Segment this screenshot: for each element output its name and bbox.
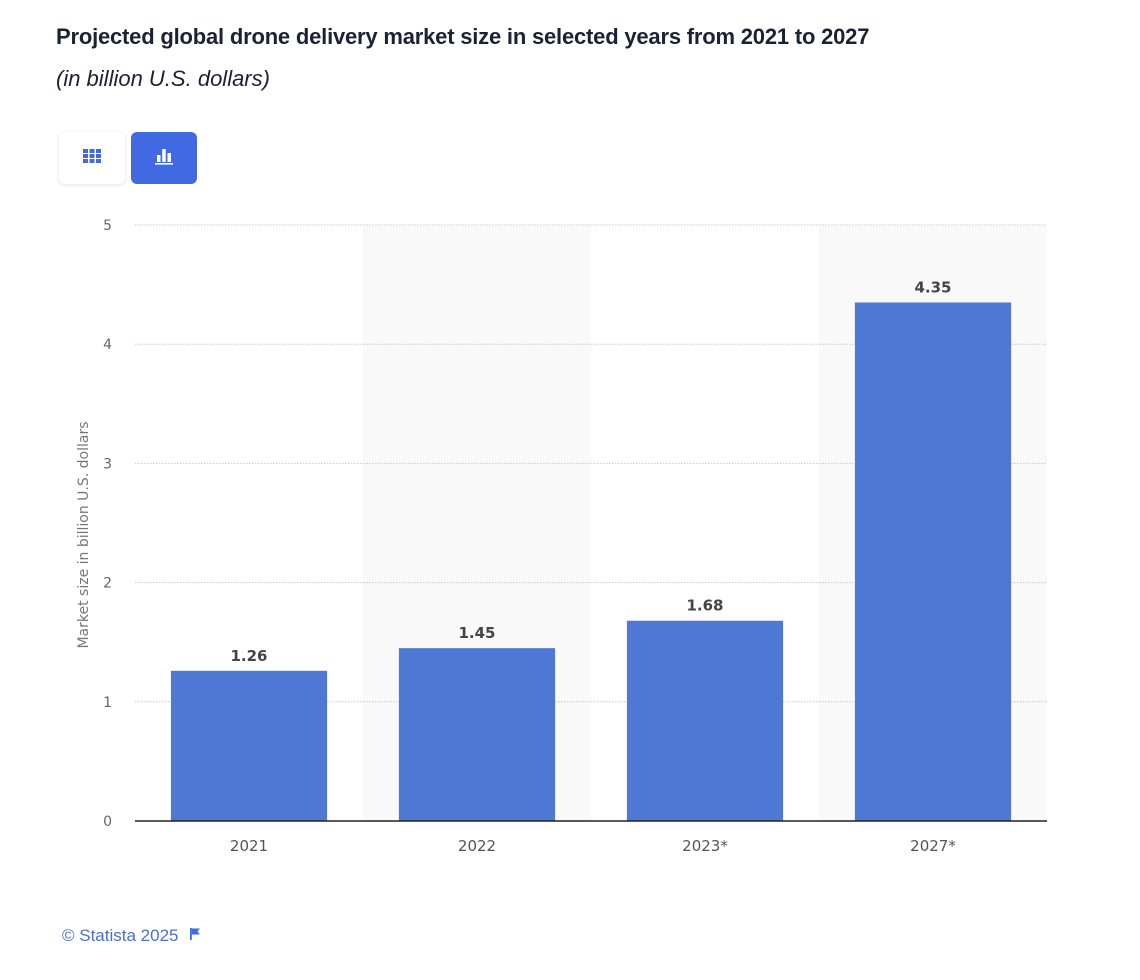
copyright-link[interactable]: © Statista 2025	[62, 926, 179, 945]
data-label: 1.68	[686, 597, 723, 615]
bar-chart-icon	[154, 147, 174, 169]
x-tick-label: 2021	[230, 837, 268, 855]
chart-view-button[interactable]	[131, 132, 197, 184]
data-label: 4.35	[914, 278, 951, 296]
x-tick-label: 2027*	[910, 837, 956, 855]
y-tick-label: 0	[103, 814, 112, 830]
bar[interactable]	[170, 670, 328, 821]
bar[interactable]	[854, 302, 1012, 822]
chart-subtitle: (in billion U.S. dollars)	[56, 66, 270, 91]
bars	[170, 302, 1012, 822]
x-axis-ticks: 2021 2022 2023* 2027*	[230, 837, 956, 855]
data-labels: 1.26 1.45 1.68 4.35	[230, 278, 951, 664]
y-tick-label: 2	[103, 576, 112, 592]
footer: © Statista 2025	[62, 926, 201, 946]
y-axis-ticks: 0 1 2 3 4 5	[103, 218, 112, 830]
table-view-button[interactable]	[59, 132, 125, 184]
bar[interactable]	[398, 648, 556, 821]
y-tick-label: 5	[103, 218, 112, 234]
x-tick-label: 2023*	[682, 837, 728, 855]
bar[interactable]	[626, 620, 784, 821]
y-axis-label: Market size in billion U.S. dollars	[76, 421, 92, 648]
data-label: 1.26	[230, 647, 267, 665]
y-tick-label: 1	[103, 695, 112, 711]
y-tick-label: 3	[103, 456, 112, 472]
x-tick-label: 2022	[458, 837, 496, 855]
data-label: 1.45	[458, 624, 495, 642]
grid-icon	[82, 148, 102, 168]
flag-icon[interactable]	[189, 926, 201, 946]
chart-title: Projected global drone delivery market s…	[56, 24, 870, 49]
y-tick-label: 4	[103, 337, 112, 353]
